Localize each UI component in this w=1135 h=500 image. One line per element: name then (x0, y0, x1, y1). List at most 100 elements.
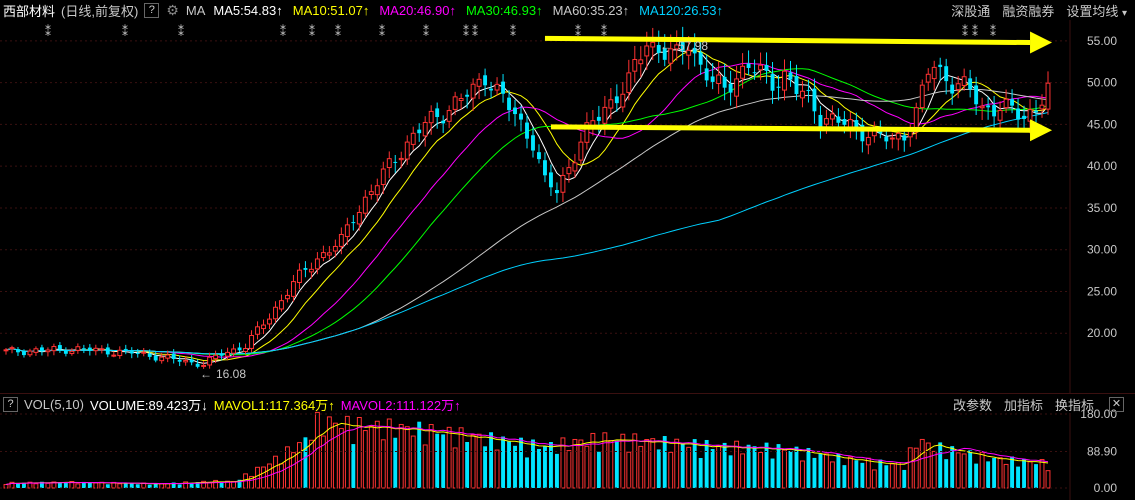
volume-bar (362, 430, 368, 489)
candle-body (249, 334, 254, 349)
candle-body (428, 110, 434, 124)
candle-body (452, 96, 458, 110)
ma-legend-item[interactable]: MA10:51.07↑ (292, 2, 370, 18)
volume-bar (1016, 466, 1021, 488)
candle-body (219, 353, 224, 356)
candle-body (632, 59, 638, 72)
volume-bar (1034, 464, 1038, 488)
candle-body (1016, 108, 1021, 120)
candle-body (716, 74, 722, 84)
candle-body (931, 66, 937, 80)
volume-bar (33, 483, 39, 489)
event-marker-icon: ⁑ (575, 24, 581, 39)
candle-body (944, 66, 949, 82)
volume-bar (465, 442, 470, 488)
candle-body (93, 347, 99, 352)
volume-bar (338, 428, 344, 489)
chart-mode[interactable]: (日线,前复权) (61, 3, 139, 19)
candle-body (362, 196, 368, 214)
ma-legend-item[interactable]: MA5:54.83↑ (213, 2, 283, 18)
candle-body (16, 349, 20, 353)
volume-bar (1027, 461, 1033, 489)
volume-bar (931, 450, 937, 489)
candle-body (860, 124, 865, 142)
candle-body (99, 348, 105, 351)
volume-bar (847, 456, 853, 489)
candle-body (686, 49, 692, 56)
ma-legend-item[interactable]: MA20:46.90↑ (379, 2, 456, 18)
event-markers: ⁑ ⁑ ⁑ ⁑ ⁑ ⁑ ⁑ ⁑ ⁑ ⁑ ⁑ ⁑ ⁑ ⁑ ⁑ ⁑ (45, 24, 996, 39)
price-tick-label: 30.00 (1087, 243, 1117, 257)
ma-legend-item[interactable]: MA30:46.93↑ (465, 2, 543, 18)
candle-body (237, 347, 242, 351)
volume-ma-lines (5, 422, 1049, 485)
volume-bar (75, 483, 81, 489)
volume-bar (303, 437, 308, 488)
volume-bar (716, 445, 722, 489)
candle-body (446, 110, 452, 122)
candle-body (285, 294, 290, 300)
candle-body (602, 106, 608, 124)
volume-toggle-button[interactable]: ? (3, 396, 18, 412)
volume-bar (435, 433, 440, 488)
candle-body (476, 78, 482, 87)
help-button[interactable]: ? (144, 2, 160, 18)
tool-set-ma[interactable]: 设置均线 ▾ (1066, 1, 1127, 20)
candle-body (141, 351, 147, 354)
price-tick-label: 20.00 (1087, 326, 1117, 340)
candle-body (87, 347, 92, 351)
volume-bar (944, 459, 949, 488)
candle-body (465, 94, 470, 97)
ma-label: MA (185, 2, 206, 18)
price-grid (0, 20, 1071, 393)
candle-body (9, 347, 15, 350)
candle-body (997, 110, 1003, 121)
event-marker-icon: ⁑ (510, 24, 516, 39)
candle-body (740, 65, 746, 79)
gear-icon[interactable]: ⚙ (166, 1, 179, 18)
candle-body (27, 350, 33, 356)
ma-legend-item[interactable]: MA120:26.53↑ (639, 2, 724, 18)
volume-bar (746, 444, 751, 488)
volume-bar (986, 461, 991, 488)
tool-add-indicator[interactable]: 加指标 (1003, 397, 1043, 413)
tool-switch-indicator[interactable]: 换指标 (1054, 397, 1094, 413)
mavol1-value: MAVOL1:117.364万↑ (211, 395, 338, 414)
volume-bar (87, 482, 92, 488)
candle-body (117, 349, 123, 357)
candle-body (39, 347, 44, 352)
ma-line (5, 49, 1049, 364)
candle-body (225, 351, 231, 357)
volume-bar (740, 453, 746, 489)
volume-bar (458, 427, 464, 489)
candle-body (51, 346, 57, 352)
volume-bar (818, 453, 823, 488)
volume-bar (979, 451, 985, 489)
high-arrow-icon: ← (660, 39, 672, 53)
volume-bar (398, 423, 404, 489)
ma-legend-item[interactable]: MA60:35.23↑ (552, 2, 630, 18)
candle-body (458, 97, 464, 101)
volume-bar (919, 438, 925, 489)
volume-indicator-label[interactable]: VOL(5,10) (24, 396, 84, 412)
volume-bar (519, 437, 523, 488)
volume-bar (368, 425, 374, 489)
tool-margin[interactable]: 融资融券 (1002, 3, 1055, 19)
volume-bar (410, 435, 416, 489)
volume-bar (710, 448, 715, 488)
volume-bar (531, 439, 535, 488)
volume-bar (428, 424, 434, 489)
volume-bar (968, 450, 973, 488)
up-arrow-icon: ↑ (328, 397, 335, 413)
volume-bar (638, 445, 644, 489)
volume-bar (1045, 470, 1051, 489)
tool-hk-connect[interactable]: 深股通 (951, 3, 991, 19)
volume-bar (22, 482, 26, 488)
volume-bar (296, 442, 302, 489)
event-marker-icon: ⁑ (601, 24, 607, 39)
close-icon[interactable]: ✕ (1109, 396, 1124, 412)
volume-bar (913, 447, 919, 489)
tool-change-params[interactable]: 改参数 (952, 397, 992, 413)
volume-bar (255, 466, 260, 489)
stock-name[interactable]: 西部材料 (3, 3, 56, 19)
